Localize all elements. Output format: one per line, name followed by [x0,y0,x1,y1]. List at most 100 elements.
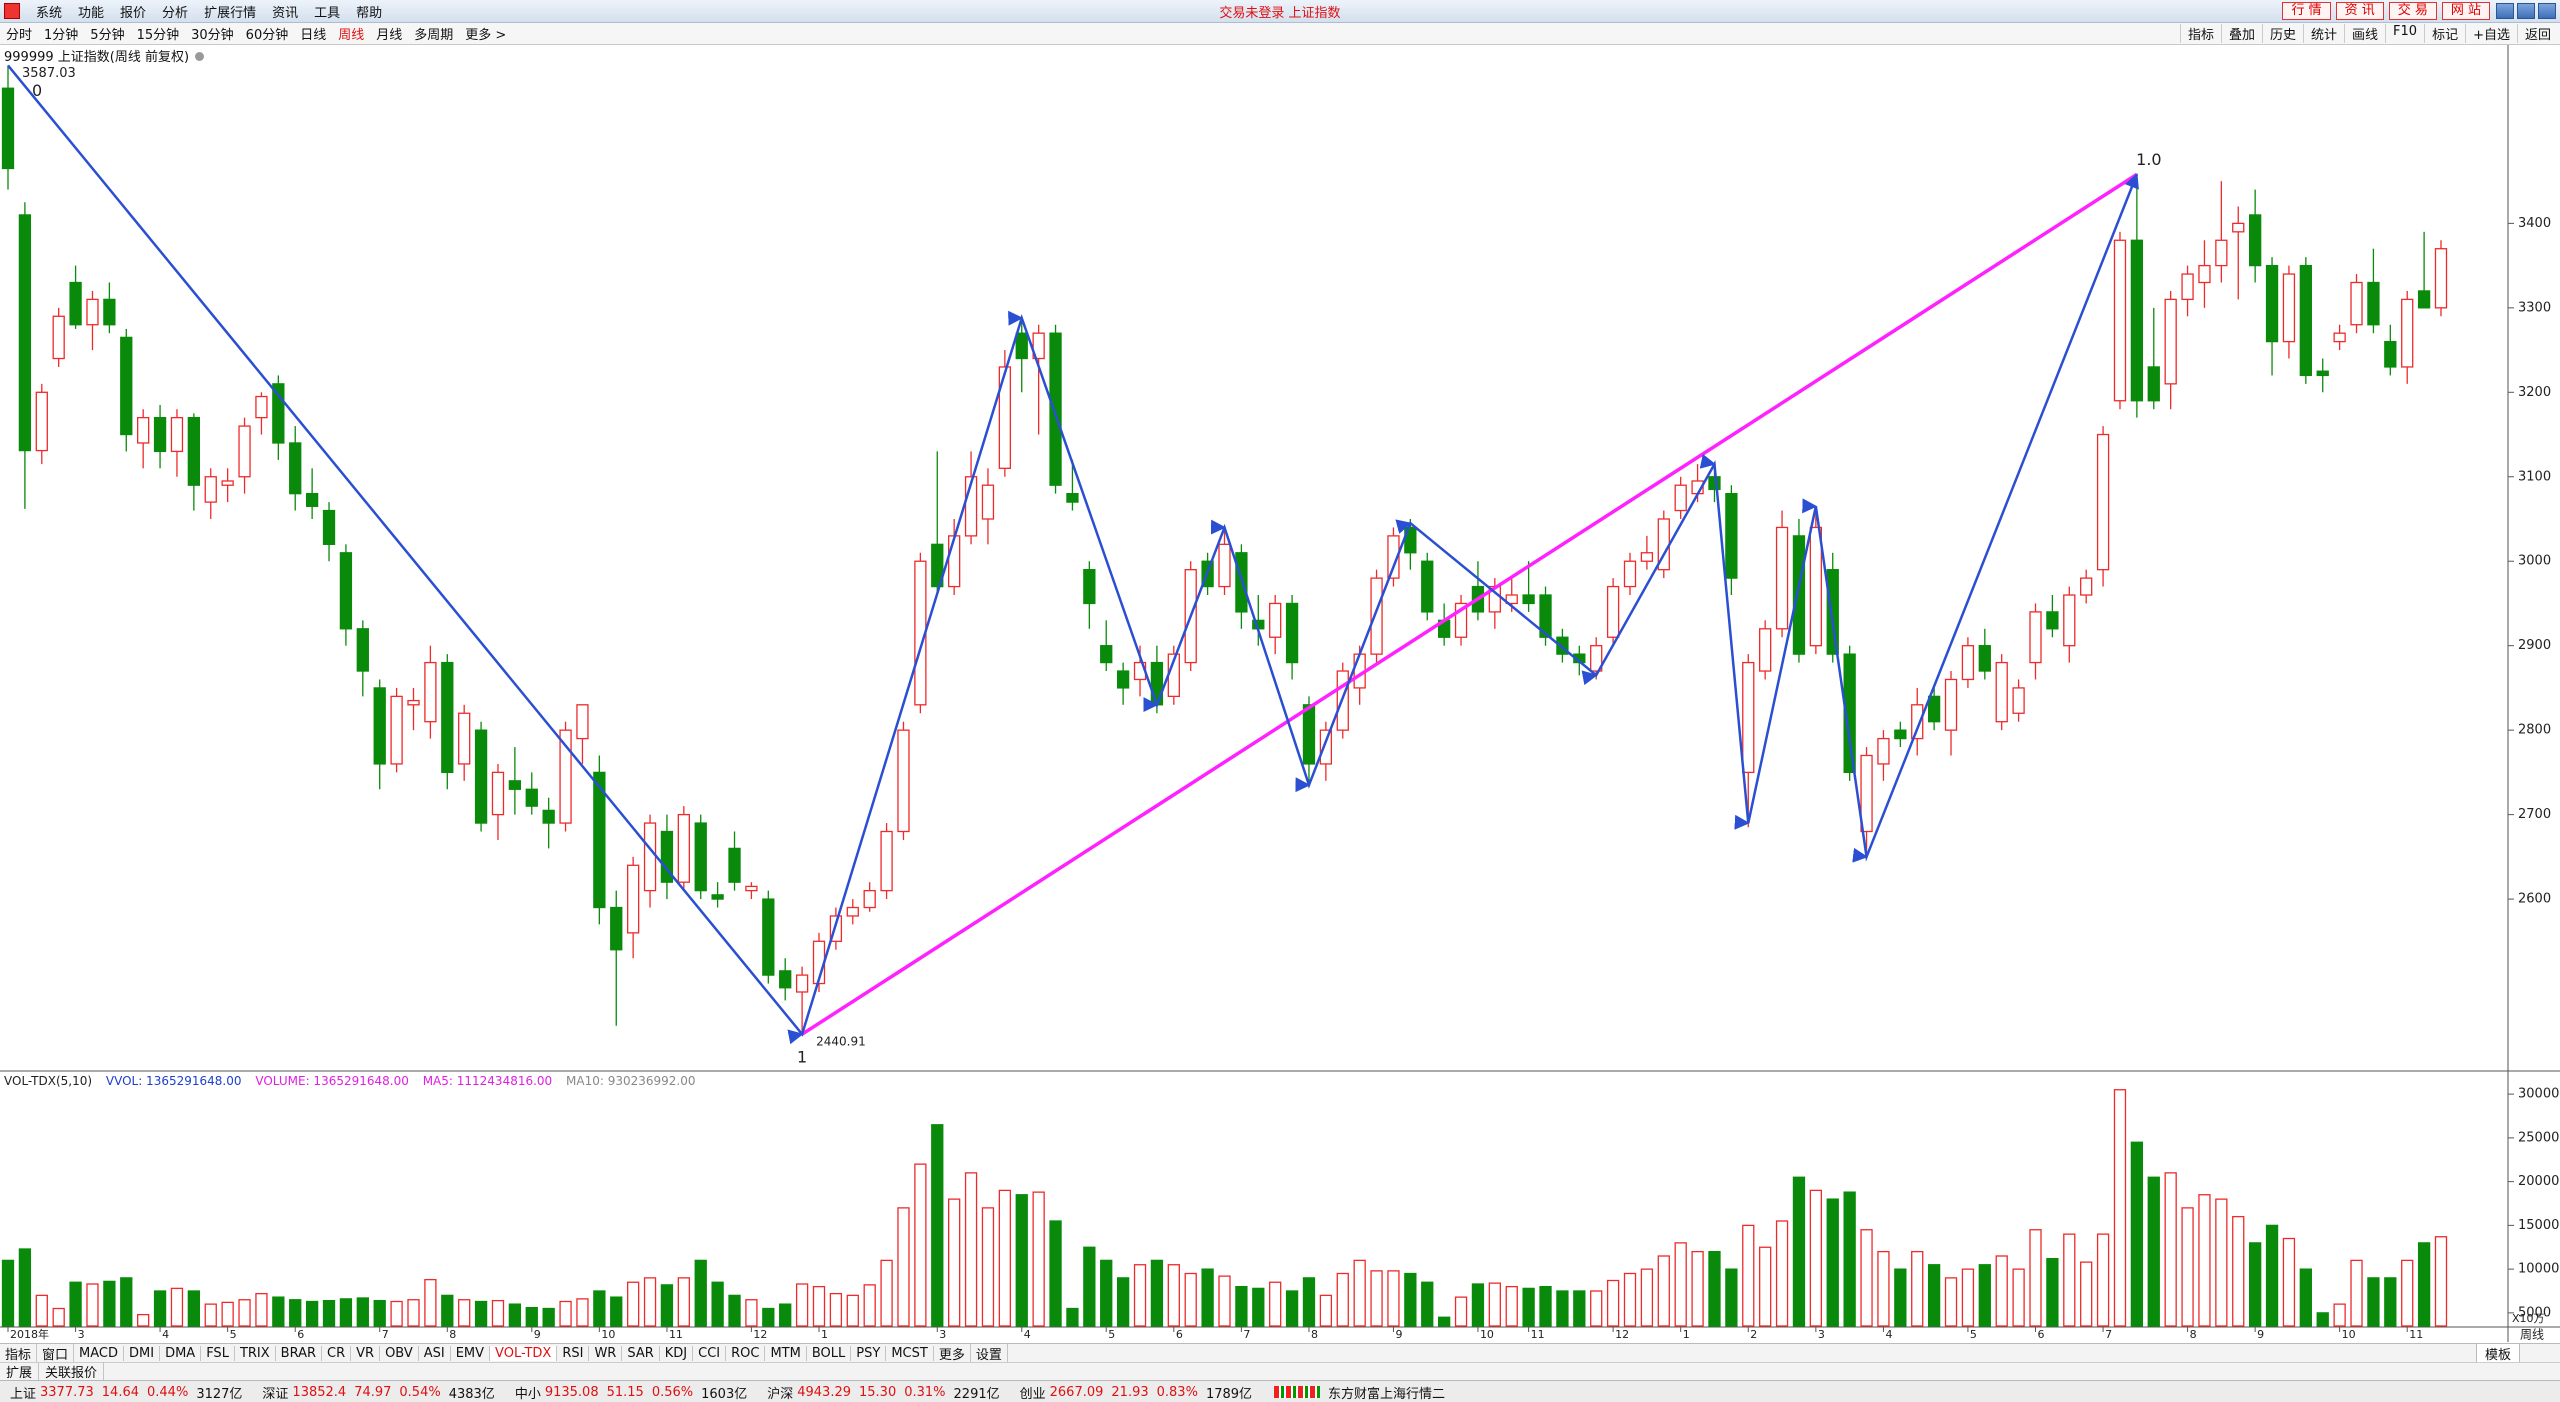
indicator-tab[interactable]: 更多 [934,1343,971,1363]
x-tick-label: 9 [2257,1328,2264,1341]
index-amount: 1789亿 [1205,1386,1253,1402]
menu-item[interactable]: 工具 [314,5,341,21]
index-price: 13852.4 [292,1384,347,1400]
maximize[interactable] [2517,3,2535,19]
volume-bar [2333,1303,2346,1327]
tool-button[interactable]: 叠加 [2220,24,2262,43]
candle-body [2384,340,2397,368]
indicator-tab[interactable]: WR [589,1345,623,1361]
indicator-tab[interactable]: PSY [851,1345,887,1361]
menu-item[interactable]: 报价 [120,5,147,21]
period-tab[interactable]: 分时 [6,28,33,43]
indicator-tab[interactable]: RSI [557,1345,590,1361]
period-tab[interactable]: 1分钟 [44,28,79,43]
volume-bar [998,1189,1012,1327]
volume-bar [424,1278,437,1327]
sub-tab[interactable]: 关联报价 [39,1362,105,1381]
x-tick-label: 3 [78,1328,85,1341]
menu-item[interactable]: 功能 [78,5,105,21]
volume-bar [914,1163,927,1327]
indicator-tab[interactable]: MTM [765,1345,807,1361]
candle-body [981,484,995,520]
menu-item[interactable]: 系统 [36,5,63,21]
tool-button[interactable]: F10 [2385,24,2424,43]
indicator-tab[interactable]: CR [322,1345,352,1361]
indicator-tab[interactable]: 指标 [0,1343,38,1363]
indicator-tab[interactable]: MACD [74,1345,124,1361]
y-tick-label: 2800 [2518,723,2551,738]
candle-body [35,391,48,452]
tool-button[interactable]: 指标 [2179,24,2221,43]
indicator-tab[interactable]: VOL-TDX [490,1345,558,1361]
volume-bar [2046,1257,2059,1327]
tool-button[interactable]: +自选 [2465,24,2517,43]
candle-body [745,885,758,892]
period-tab[interactable]: 更多 > [465,28,507,43]
candle-body [897,729,910,833]
volume-bar [711,1281,724,1327]
tool-button[interactable]: 标记 [2424,24,2465,43]
indicator-tab[interactable]: ASI [419,1345,451,1361]
period-tab[interactable]: 60分钟 [245,28,289,43]
top-button[interactable]: 行 情 [2282,2,2331,20]
indicator-tab[interactable]: 设置 [971,1343,1008,1363]
sub-tab[interactable]: 扩展 [0,1362,40,1381]
indicator-tab[interactable]: KDJ [660,1345,694,1361]
indicator-tab[interactable]: SAR [622,1345,660,1361]
tool-button[interactable]: 历史 [2261,24,2303,43]
period-tab[interactable]: 多周期 [414,28,454,43]
period-tab[interactable]: 5分钟 [90,28,125,43]
x-tick-label: 1 [1683,1328,1690,1341]
settings-dot[interactable] [195,52,205,61]
top-button[interactable]: 网 站 [2441,2,2490,20]
menu-item[interactable]: 分析 [162,5,189,21]
period-tab[interactable]: 周线 [338,28,365,43]
candle-body [1623,560,1637,588]
volume-bar [795,1283,809,1327]
indicator-tab[interactable]: VR [351,1345,381,1361]
indicator-tab[interactable]: ROC [726,1345,766,1361]
x-tick-label: 10 [601,1328,615,1341]
indicator-tab[interactable]: MCST [886,1345,934,1361]
indicator-tab[interactable]: FSL [201,1345,235,1361]
candle-body [610,906,623,951]
volume-bar [1471,1283,1485,1327]
index-amount: 4383亿 [448,1386,495,1402]
menu-item[interactable]: 帮助 [356,5,383,21]
indicator-tab[interactable]: CCI [693,1345,727,1361]
volume-bar [289,1299,302,1327]
candle-body [137,416,150,444]
y-tick-label: 25000 [2518,1130,2559,1145]
menu-item[interactable]: 资讯 [272,5,299,21]
top-button[interactable]: 资 讯 [2335,2,2384,20]
indicator-tab[interactable]: DMI [124,1345,161,1361]
period-tab[interactable]: 日线 [300,28,327,43]
volume-bar [2417,1242,2431,1327]
close[interactable] [2538,3,2556,19]
indicator-tab[interactable]: 窗口 [37,1343,75,1363]
period-tab[interactable]: 月线 [376,28,403,43]
y-tick-label: 20000 [2518,1174,2559,1189]
indicator-tab[interactable]: EMV [451,1345,491,1361]
tool-button[interactable]: 统计 [2303,24,2344,43]
top-button[interactable]: 交 易 [2388,2,2437,20]
candle-body [660,830,674,883]
indicator-tab[interactable]: TRIX [235,1345,276,1361]
candle-body [69,281,82,326]
indicator-tab[interactable]: OBV [380,1345,419,1361]
indicator-tab[interactable]: BOLL [807,1345,852,1361]
period-tab[interactable]: 30分钟 [191,28,234,43]
template-button[interactable]: 模板 [2475,1342,2520,1364]
period-tab[interactable]: 15分钟 [136,28,180,43]
feed-icon [1274,1386,1321,1398]
tool-button[interactable]: 画线 [2344,24,2385,43]
menu-item[interactable]: 扩展行情 [204,5,257,21]
wave-line [7,64,2139,1045]
indicator-tab[interactable]: BRAR [276,1345,323,1361]
index-amount: 3127亿 [196,1386,243,1402]
tool-button[interactable]: 返回 [2516,24,2558,43]
volume-bar [2029,1229,2042,1327]
volume-bar [153,1290,167,1327]
minimize[interactable] [2496,3,2514,19]
indicator-tab[interactable]: DMA [160,1345,202,1361]
